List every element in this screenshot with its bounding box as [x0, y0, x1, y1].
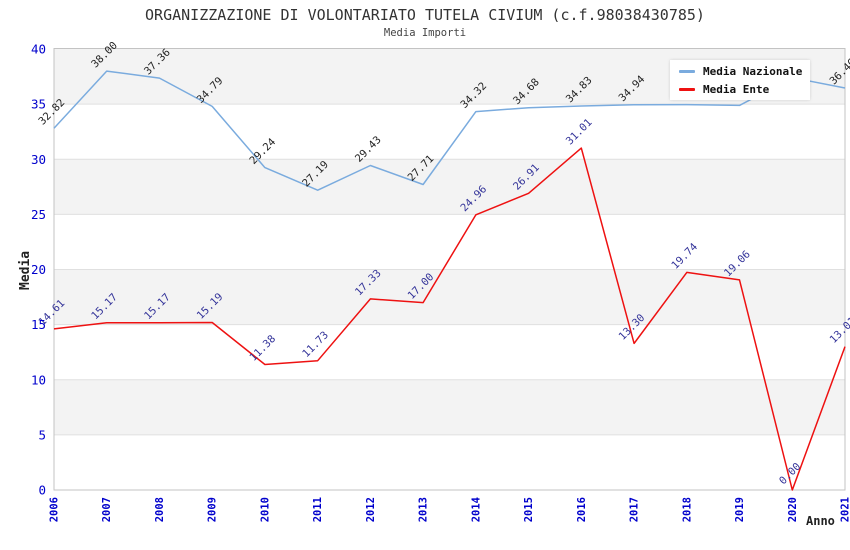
y-tick-label: 15	[31, 317, 46, 332]
x-tick-label: 2021	[839, 497, 850, 522]
y-tick-label: 30	[31, 152, 46, 167]
legend-label-media-ente: Media Ente	[703, 82, 770, 96]
x-tick-label: 2019	[734, 497, 746, 522]
media-ente-line-swatch	[679, 87, 695, 91]
media-ente-line[interactable]	[53, 147, 846, 491]
x-tick-label: 2008	[154, 497, 166, 522]
y-tick-label: 25	[31, 207, 46, 222]
x-tick-label: 2010	[259, 497, 271, 522]
y-tick-label: 35	[31, 97, 46, 112]
x-tick-label: 2007	[101, 497, 113, 522]
y-tick-label: 5	[38, 427, 46, 442]
legend-label-media-nazionale: Media Nazionale	[703, 64, 803, 78]
chart-title: ORGANIZZAZIONE DI VOLONTARIATO TUTELA CI…	[145, 6, 705, 24]
x-tick-label: 2016	[576, 497, 588, 522]
x-tick-label: 2020	[787, 497, 799, 522]
media-nazionale-line[interactable]	[53, 70, 846, 191]
chart-subtitle: Media Importi	[383, 27, 467, 39]
legend[interactable]: Media Nazionale Media Ente	[670, 60, 810, 100]
x-tick-label: 2015	[523, 497, 535, 522]
legend-item-media-ente[interactable]: Media Ente	[670, 82, 810, 96]
y-tick-label: 0	[38, 483, 46, 498]
x-tick-label: 2014	[470, 497, 482, 522]
y-axis-ticks: 0 5 10 15 20 25 30 35 40	[31, 42, 46, 498]
point-label: 19.74	[669, 241, 700, 272]
y-tick-label: 20	[31, 262, 46, 277]
x-axis-ticks: 2006 2007 2008 2009 2010 2011 2012 2013 2014 2015…	[48, 497, 850, 522]
plot-bands	[54, 49, 845, 435]
x-axis-title: Anno	[806, 514, 835, 528]
plot-border	[53, 48, 846, 491]
x-tick-label: 2017	[629, 497, 641, 522]
y-axis-title: Media	[18, 250, 33, 290]
point-label: 11.38	[247, 333, 278, 364]
x-tick-label: 2006	[48, 497, 60, 522]
media-nazionale-line-swatch	[679, 69, 695, 73]
x-tick-label: 2009	[207, 497, 219, 522]
y-tick-label: 10	[31, 372, 46, 387]
x-tick-label: 2018	[681, 497, 693, 522]
x-tick-label: 2013	[418, 497, 430, 522]
y-tick-label: 40	[31, 42, 46, 57]
legend-item-media-nazionale[interactable]: Media Nazionale	[670, 64, 810, 78]
gridlines	[54, 103, 845, 436]
x-tick-label: 2012	[365, 497, 377, 522]
point-label: 11.73	[300, 329, 331, 360]
point-label: 31.01	[564, 117, 595, 148]
x-tick-label: 2011	[312, 497, 324, 522]
